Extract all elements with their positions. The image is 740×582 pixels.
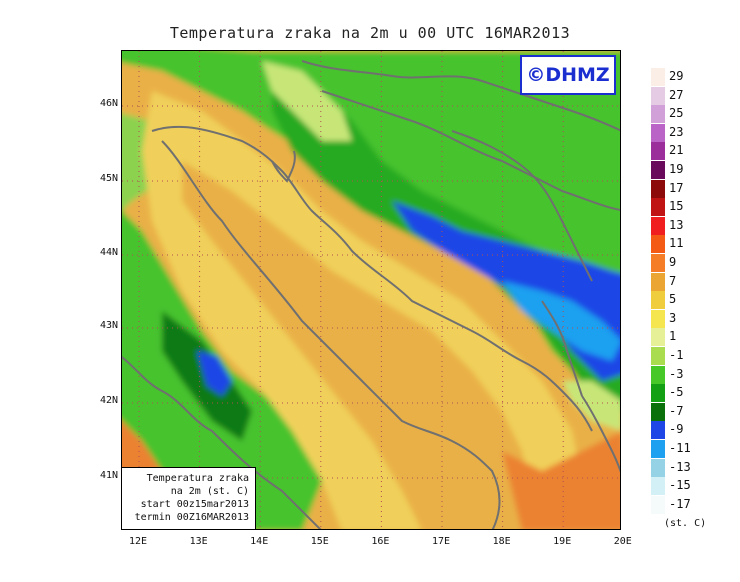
lat-label: 44N [99, 247, 118, 258]
coastline-istria [271, 150, 296, 183]
info-line-2: na 2m (st. C) [170, 486, 249, 497]
temperature-map[interactable]: ©DHMZ Temperatura zraka na 2m (st. C) st… [121, 50, 621, 530]
lat-label: 45N [99, 173, 118, 184]
legend-swatch [651, 198, 665, 217]
temperature-field [122, 51, 620, 529]
legend-label: -15 [669, 478, 691, 493]
legend-swatch [651, 402, 665, 421]
coldest-pale-zone [502, 281, 620, 361]
legend-units: (st. C) [664, 518, 707, 529]
coastline-italy-adriatic [161, 140, 501, 529]
border-north [301, 60, 620, 132]
pale-green-coast [262, 61, 352, 141]
legend-swatch [651, 347, 665, 365]
coastline-albania [581, 395, 620, 473]
coastline-dalmatia [151, 125, 593, 432]
legend-label: 1 [669, 329, 677, 344]
legend-label: 7 [669, 273, 677, 288]
legend-label: -1 [669, 348, 684, 362]
legend-label: -9 [669, 422, 684, 437]
legend-swatch [651, 272, 665, 291]
lon-label: 20E [613, 536, 632, 547]
border-bosnia [321, 90, 620, 211]
legend-swatch [651, 309, 665, 328]
lon-label: 12E [128, 536, 148, 547]
legend-label: -5 [669, 385, 684, 400]
lat-label: 41N [99, 470, 118, 481]
legend-label: 23 [669, 124, 684, 139]
legend-swatch [651, 105, 665, 124]
legend-label: 15 [669, 199, 684, 214]
legend-swatch [651, 477, 665, 496]
lon-label: 17E [431, 536, 451, 547]
legend-label: -7 [669, 403, 684, 418]
info-line-4: termin 00Z16MAR2013 [134, 512, 249, 523]
legend-label: 11 [669, 236, 684, 251]
green-northeast-zone [122, 51, 620, 391]
ionian-deep-warm [502, 432, 620, 529]
legend-label: 21 [669, 143, 684, 158]
legend-swatch [651, 495, 665, 514]
coastline [122, 60, 620, 529]
coastline-italy-tyrrhenian [122, 356, 322, 529]
legend-label: 9 [669, 255, 677, 269]
info-box: Temperatura zraka na 2m (st. C) start 00… [122, 467, 256, 529]
info-line-1: Temperatura zraka [146, 473, 249, 484]
lon-label: 18E [492, 536, 511, 547]
legend-label: -13 [669, 459, 691, 474]
lat-lon-grid [122, 51, 620, 529]
info-line-3: start 00z15mar2013 [140, 499, 249, 510]
italy-blue-spots [197, 351, 232, 396]
dhmz-logo: ©DHMZ [520, 55, 616, 95]
legend-label: -3 [669, 366, 684, 381]
legend-swatch [651, 179, 665, 198]
legend-label: -17 [669, 496, 691, 511]
legend-swatch [651, 235, 665, 254]
border-serbia [451, 130, 593, 282]
lat-label: 42N [99, 395, 118, 406]
legend-swatch [651, 328, 665, 347]
lon-label: 15E [310, 536, 329, 547]
legend-label: -11 [669, 441, 691, 455]
legend-label: 17 [669, 180, 684, 195]
legend-swatch [651, 365, 665, 384]
map-title: Temperatura zraka na 2m u 00 UTC 16MAR20… [169, 24, 571, 42]
legend-label: 19 [669, 162, 684, 176]
legend-swatch [651, 142, 665, 161]
legend-label: 27 [669, 87, 684, 102]
legend-swatch [651, 254, 665, 272]
legend-label: 5 [669, 292, 677, 307]
legend-swatch [651, 161, 665, 179]
legend-label: 3 [669, 310, 677, 325]
legend-label: 29 [669, 69, 684, 83]
legend-swatch [651, 123, 665, 142]
border-montenegro [541, 300, 583, 397]
legend-swatch [651, 384, 665, 403]
legend-swatch [651, 86, 665, 105]
legend-swatch [651, 68, 665, 86]
legend-swatch [651, 291, 665, 310]
legend-label: 25 [669, 106, 684, 121]
lon-label: 16E [371, 536, 390, 547]
lat-label: 46N [99, 98, 118, 109]
legend-swatch [651, 458, 665, 477]
legend-label: 13 [669, 217, 684, 232]
legend-swatch [651, 421, 665, 440]
green-pocket-south [562, 381, 620, 431]
lon-label: 14E [250, 536, 269, 547]
lon-label: 13E [189, 536, 208, 547]
legend-swatch [651, 440, 665, 458]
lat-label: 43N [99, 320, 118, 331]
lon-label: 19E [553, 536, 572, 547]
legend-swatch [651, 216, 665, 235]
